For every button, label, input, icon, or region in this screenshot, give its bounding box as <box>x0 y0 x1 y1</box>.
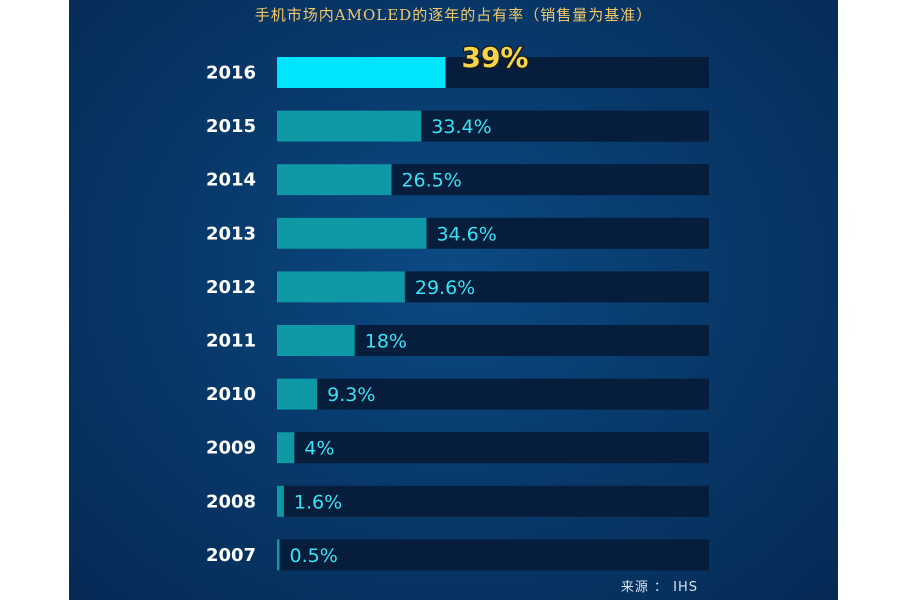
bar-chart: 2016 39% 2015 33.4% 2014 26.5% 2013 34.6% 2012 29… <box>206 40 709 571</box>
category-label-2016: 2016 <box>206 63 256 84</box>
category-label-2009: 2009 <box>206 438 256 459</box>
bar-track-2007 <box>277 539 709 571</box>
bar-2016 <box>277 57 446 88</box>
value-label-2012: 29.6% <box>415 277 475 299</box>
bar-track-2010 <box>277 378 709 410</box>
value-label-2014: 26.5% <box>401 170 461 192</box>
value-label-2013: 34.6% <box>436 223 496 245</box>
value-label-2009: 4% <box>304 438 334 460</box>
category-label-2008: 2008 <box>206 491 256 512</box>
category-label-2014: 2014 <box>206 170 256 191</box>
bar-2009 <box>277 432 295 464</box>
category-label-2010: 2010 <box>206 384 256 405</box>
category-label-2012: 2012 <box>206 277 256 298</box>
value-label-2011: 18% <box>365 331 407 353</box>
category-label-2013: 2013 <box>206 223 256 244</box>
chart-panel: 手机市场内AMOLED的逐年的占有率（销售量为基准） 2016 39% 2015 33… <box>69 0 838 600</box>
category-label-2015: 2015 <box>206 116 256 137</box>
value-label-2015: 33.4% <box>431 116 491 138</box>
bar-track-2009 <box>277 432 709 464</box>
bar-track-2008 <box>277 485 709 517</box>
value-label-2007: 0.5% <box>290 545 338 567</box>
value-label-2016: 39% <box>461 41 528 74</box>
value-label-2008: 1.6% <box>294 491 342 513</box>
bar-2015 <box>277 110 422 142</box>
bar-2007 <box>277 539 280 571</box>
category-label-2011: 2011 <box>206 331 256 352</box>
bar-2014 <box>277 164 392 196</box>
bar-2008 <box>277 485 284 517</box>
bar-2013 <box>277 217 427 249</box>
source-note: 来源 ： IHS <box>620 580 698 595</box>
bar-2011 <box>277 325 355 356</box>
bar-2010 <box>277 378 318 410</box>
value-label-2010: 9.3% <box>327 384 375 406</box>
chart-title: 手机市场内AMOLED的逐年的占有率（销售量为基准） <box>254 6 653 24</box>
bar-2012 <box>277 271 405 303</box>
category-label-2007: 2007 <box>206 545 256 566</box>
